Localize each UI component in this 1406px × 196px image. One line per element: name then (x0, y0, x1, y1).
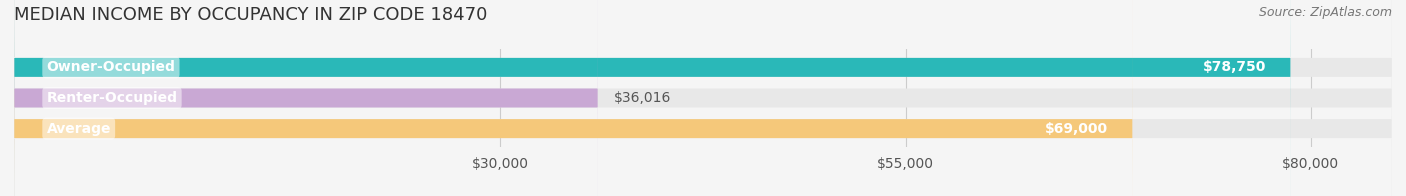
Text: $78,750: $78,750 (1204, 60, 1267, 74)
FancyBboxPatch shape (14, 0, 1133, 196)
Text: Average: Average (46, 122, 111, 136)
Text: $36,016: $36,016 (614, 91, 672, 105)
FancyBboxPatch shape (14, 0, 1392, 196)
Text: MEDIAN INCOME BY OCCUPANCY IN ZIP CODE 18470: MEDIAN INCOME BY OCCUPANCY IN ZIP CODE 1… (14, 6, 488, 24)
Text: Source: ZipAtlas.com: Source: ZipAtlas.com (1258, 6, 1392, 19)
Text: Renter-Occupied: Renter-Occupied (46, 91, 177, 105)
FancyBboxPatch shape (14, 0, 598, 196)
FancyBboxPatch shape (14, 0, 1392, 196)
Text: Owner-Occupied: Owner-Occupied (46, 60, 176, 74)
FancyBboxPatch shape (14, 0, 1291, 196)
Text: $69,000: $69,000 (1045, 122, 1108, 136)
FancyBboxPatch shape (14, 0, 1392, 196)
